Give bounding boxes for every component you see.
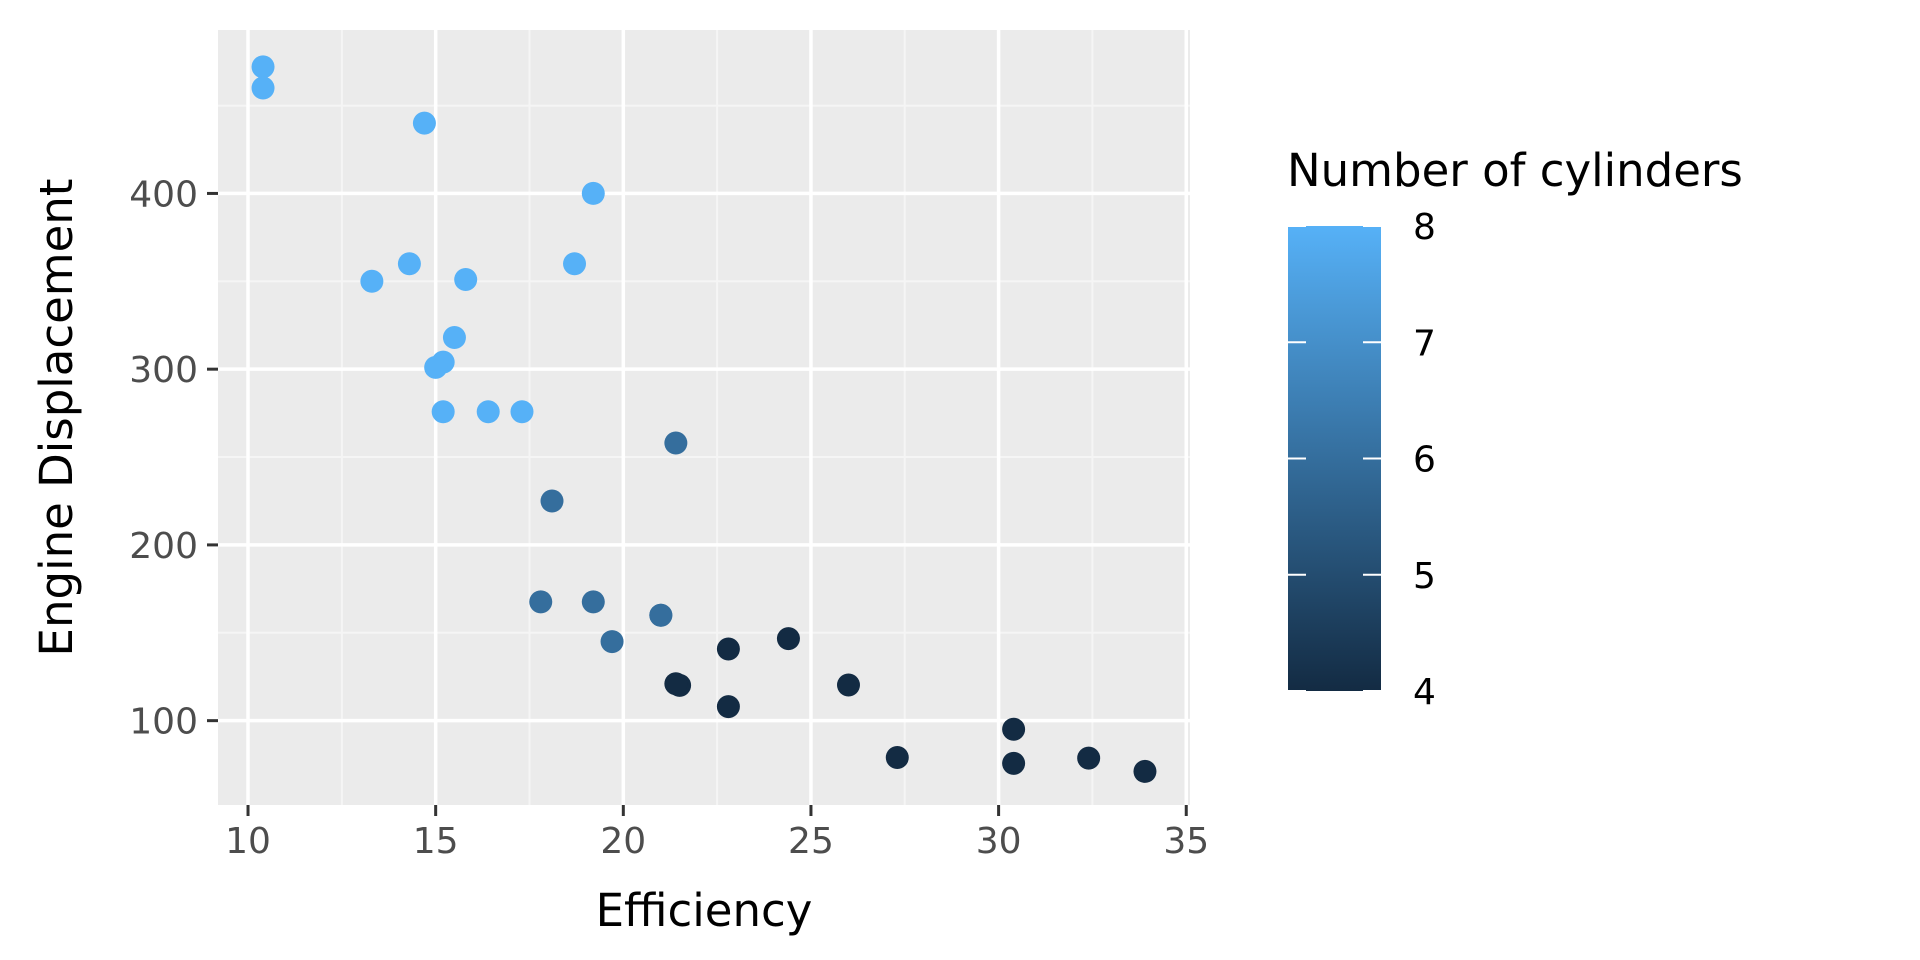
data-point bbox=[360, 269, 384, 293]
data-point bbox=[1133, 759, 1157, 783]
y-tick-label: 100 bbox=[129, 702, 198, 743]
data-point bbox=[442, 326, 466, 350]
y-tick-label: 300 bbox=[129, 350, 198, 391]
colorbar-tick-label: 6 bbox=[1413, 440, 1436, 481]
major-gridlines bbox=[218, 30, 1190, 805]
x-axis-title: Efficiency bbox=[596, 884, 813, 937]
data-point bbox=[424, 355, 448, 379]
data-point bbox=[664, 431, 688, 455]
data-point bbox=[454, 268, 478, 292]
data-point bbox=[1077, 746, 1101, 770]
data-point bbox=[664, 672, 688, 696]
x-tick-label: 30 bbox=[976, 821, 1022, 862]
x-tick-label: 10 bbox=[225, 821, 271, 862]
data-point bbox=[540, 489, 564, 513]
legend-colorbar-ticks: 4 5 6 7 8 bbox=[1288, 207, 1436, 713]
data-point bbox=[776, 627, 800, 651]
data-point bbox=[1002, 717, 1026, 741]
data-point bbox=[563, 252, 587, 276]
data-point bbox=[716, 695, 740, 719]
minor-gridlines bbox=[218, 30, 1190, 805]
data-point bbox=[412, 111, 436, 135]
data-point bbox=[581, 590, 605, 614]
x-tick-label: 20 bbox=[600, 821, 646, 862]
y-tick-label: 400 bbox=[129, 174, 198, 215]
x-axis: 10 15 20 25 30 35 bbox=[225, 805, 1209, 862]
y-axis-title: Engine Displacement bbox=[30, 179, 83, 657]
data-point bbox=[510, 400, 534, 424]
data-point bbox=[836, 673, 860, 697]
colorbar-tick-label: 5 bbox=[1413, 556, 1436, 597]
data-points bbox=[251, 55, 1157, 783]
colorbar-tick-label: 4 bbox=[1413, 672, 1436, 713]
data-point bbox=[1002, 751, 1026, 775]
data-point bbox=[397, 252, 421, 276]
data-point bbox=[885, 746, 909, 770]
data-point bbox=[529, 590, 553, 614]
y-axis: 100 200 300 400 bbox=[129, 174, 218, 743]
y-tick-label: 200 bbox=[129, 526, 198, 567]
colorbar-tick-label: 8 bbox=[1413, 207, 1436, 248]
data-point bbox=[251, 76, 275, 100]
legend: Number of cylinders 4 5 6 7 8 bbox=[1287, 144, 1743, 713]
x-tick-label: 35 bbox=[1163, 821, 1209, 862]
x-tick-label: 15 bbox=[413, 821, 459, 862]
data-point bbox=[431, 400, 455, 424]
data-point bbox=[600, 630, 624, 654]
legend-title: Number of cylinders bbox=[1287, 144, 1743, 197]
data-point bbox=[581, 181, 605, 205]
x-tick-label: 25 bbox=[788, 821, 834, 862]
data-point bbox=[716, 637, 740, 661]
data-point bbox=[251, 55, 275, 79]
colorbar-tick-label: 7 bbox=[1413, 323, 1436, 364]
plot-panel bbox=[218, 30, 1190, 805]
data-point bbox=[649, 603, 673, 627]
data-point bbox=[476, 400, 500, 424]
